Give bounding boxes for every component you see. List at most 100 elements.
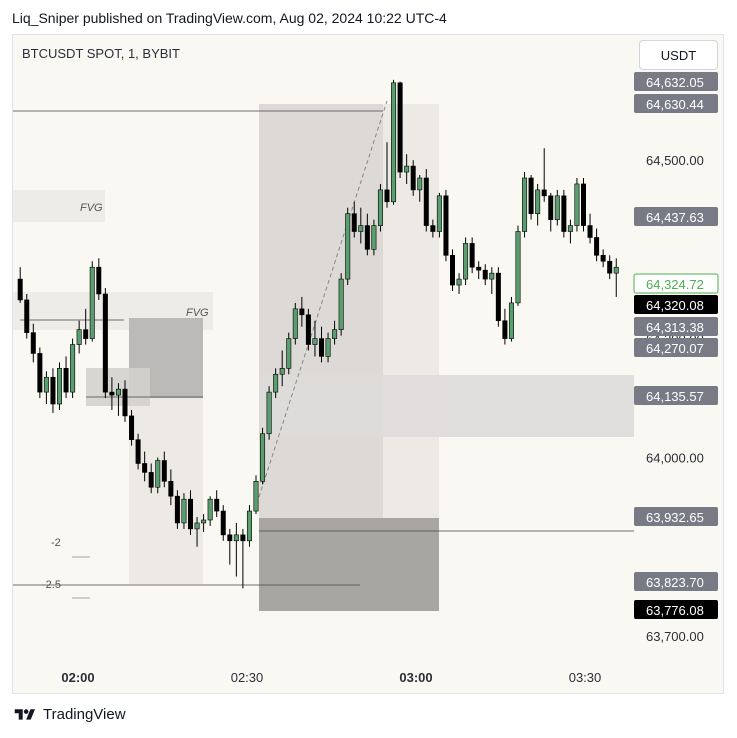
candle [63,356,69,399]
price-tags: 64,632.05 64,630.44 64,437.63 64,324.72 64,3… [633,72,719,619]
price-tag: 64,135.57 [634,386,718,405]
price-tag-box [634,72,718,91]
candle [522,172,528,238]
time-axis: 02:00 02:30 03:00 03:30 [61,670,601,685]
candle [476,261,482,280]
candle [397,81,403,178]
candle [253,475,259,515]
candle [338,273,344,336]
candle [535,183,541,226]
candle [30,323,36,363]
candle-body [443,195,449,256]
candle-body [508,302,514,339]
price-tick-label: 63,700.00 [646,629,704,644]
price-tag: 64,630.44 [634,94,718,113]
candle [207,496,213,526]
candle [194,517,200,547]
candle-body [240,534,246,542]
currency-button[interactable]: USDT [639,40,718,70]
candle [312,320,318,357]
candle-body [495,272,501,322]
candle [332,320,338,345]
price-tag-box [634,386,718,405]
candle [148,463,154,494]
candle [109,377,115,410]
price-tag-box [634,295,718,314]
candle [305,308,311,351]
candle [89,261,95,342]
candle [168,469,174,506]
candle-body [135,439,141,464]
annotation-label: FVG [80,202,103,214]
candle [17,267,23,303]
price-axis: 64,600.0064,500.0064,400.0064,100.0064,0… [646,94,704,644]
candle-body [522,177,528,232]
candle [240,528,246,589]
candle-body [292,308,298,339]
price-tag-box [634,572,718,591]
candle-body [43,376,49,393]
tradingview-brand[interactable]: TradingView [13,706,126,723]
candle-body [194,522,200,530]
candle-body [253,481,259,512]
candle [161,451,167,488]
candle-body [109,391,115,396]
candle [495,267,501,327]
candle [371,219,377,256]
candle [548,192,554,232]
price-tag-box [634,600,718,619]
candle-body [515,231,521,304]
candle [613,258,619,297]
candle-body [535,189,541,214]
annotations-group: FVG FVG -2 -2.5 [42,202,209,591]
candle [70,338,76,399]
candle-body [384,189,390,203]
candle [423,169,429,232]
price-tag: 63,932.65 [634,507,718,526]
candle [489,267,495,294]
candle [135,433,141,470]
price-tag-label: 63,776.08 [646,603,704,618]
candle-body [148,472,154,488]
candle-body [489,272,495,280]
candle [50,368,56,413]
candle-body [24,299,30,333]
candle [463,237,469,286]
candle [580,177,586,232]
stop-zone [259,518,439,611]
candle [456,273,462,294]
publisher-header: Liq_Sniper published on TradingView.com,… [12,10,447,26]
candle [449,249,455,291]
symbol-label[interactable]: BTCUSDT SPOT, 1, BYBIT [22,46,180,61]
price-tag-box [634,317,718,336]
candle [358,207,364,244]
candle-body [286,338,292,369]
candle-body [161,460,167,482]
candle-body [30,332,36,354]
candle-body [423,177,429,226]
candle [102,288,108,399]
candle-body [260,433,266,482]
annotation-label: FVG [186,307,209,319]
candle-body [561,195,567,232]
candle-body [580,183,586,226]
candle [266,386,272,440]
candle-body [207,498,213,521]
candle-body [266,391,272,435]
candle [174,490,180,529]
candle [587,213,593,244]
candle [260,427,266,485]
candle-body [37,353,43,393]
candle-body [364,225,370,250]
price-tag-box [634,94,718,113]
candle [567,219,573,244]
candle-body [56,368,62,405]
candle-body [567,225,573,232]
candle-body [325,338,331,357]
gap-zone-right [261,375,634,437]
candle [273,368,279,399]
candle-body [463,243,469,280]
price-tag-box [634,338,718,357]
candle-body [502,320,508,339]
